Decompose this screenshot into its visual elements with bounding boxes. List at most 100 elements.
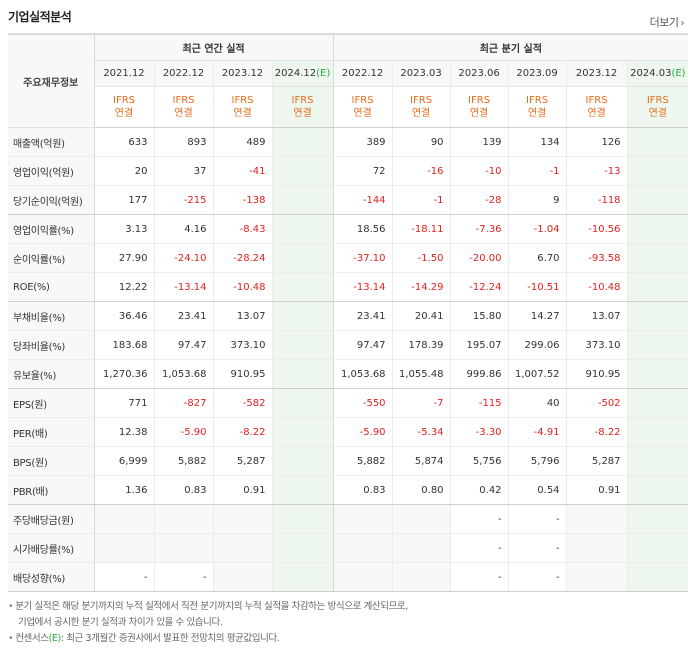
quarter-group-header: 최근 분기 실적 — [332, 33, 689, 61]
value-cell: 183.68 — [93, 330, 154, 360]
value-cell: 1,055.48 — [391, 359, 451, 389]
value-cell: -5.90 — [153, 417, 213, 447]
value-cell: 23.41 — [332, 301, 393, 331]
value-cell: 177 — [93, 185, 154, 215]
table-row: 영업이익(억원) 20 37 -41 72 -16 -10 -1 -13 — [8, 156, 689, 186]
value-cell: 13.07 — [212, 301, 272, 331]
value-cell: -13.14 — [332, 272, 393, 302]
table-row: EPS(원) 771 -827 -582 -550 -7 -115 40 -502 — [8, 388, 689, 418]
value-cell: 6.70 — [507, 243, 567, 273]
table-row: ROE(%) 12.22 -13.14 -10.48 -13.14 -14.29 -12.2… — [8, 272, 689, 302]
value-cell: -215 — [153, 185, 213, 215]
value-cell: 373.10 — [212, 330, 272, 360]
period-header: 2022.12 — [332, 60, 393, 87]
row-label: PER(배) — [8, 417, 94, 447]
value-cell — [391, 504, 451, 534]
value-cell — [626, 417, 689, 447]
value-cell: -28 — [449, 185, 509, 215]
value-cell: -8.43 — [212, 214, 272, 244]
period-header: 2023.12 — [212, 60, 272, 87]
more-link[interactable]: 더보기 › — [649, 14, 685, 30]
value-cell: -37.10 — [332, 243, 393, 273]
accounting-basis-cell: IFRS 연결 — [93, 86, 154, 128]
value-cell: -7.36 — [449, 214, 509, 244]
value-cell — [271, 185, 334, 215]
row-label: BPS(원) — [8, 446, 94, 476]
value-cell: 5,287 — [212, 446, 272, 476]
row-label: 영업이익(억원) — [8, 156, 94, 186]
period-header: 2023.12 — [565, 60, 628, 87]
value-cell — [626, 533, 689, 563]
value-cell: -10.51 — [507, 272, 567, 302]
value-cell: -1 — [391, 185, 451, 215]
value-cell — [332, 504, 393, 534]
value-cell: -3.30 — [449, 417, 509, 447]
value-cell — [153, 504, 213, 534]
value-cell: 299.06 — [507, 330, 567, 360]
table-row: BPS(원) 6,999 5,882 5,287 5,882 5,874 5,756 5,79… — [8, 446, 689, 476]
value-cell — [271, 417, 334, 447]
value-cell: -115 — [449, 388, 509, 418]
value-cell: -16 — [391, 156, 451, 186]
row-label: 당좌비율(%) — [8, 330, 94, 360]
value-cell: -12.24 — [449, 272, 509, 302]
value-cell: -118 — [565, 185, 628, 215]
value-cell — [626, 243, 689, 273]
value-cell: -5.90 — [332, 417, 393, 447]
table-row: 배당성향(%) - - - - — [8, 562, 689, 592]
value-cell — [626, 156, 689, 186]
value-cell: 0.83 — [153, 475, 213, 505]
chevron-right-icon: › — [680, 18, 685, 29]
value-cell — [626, 214, 689, 244]
value-cell: - — [449, 504, 509, 534]
value-cell: - — [449, 533, 509, 563]
accounting-basis-cell: IFRS 연결 — [565, 86, 628, 128]
value-cell: 999.86 — [449, 359, 509, 389]
value-cell — [153, 533, 213, 563]
value-cell — [271, 359, 334, 389]
table-row: 주당배당금(원) - - — [8, 504, 689, 534]
value-cell: 0.91 — [212, 475, 272, 505]
period-header: 2024.12(E) — [271, 60, 334, 87]
footnotes: • 분기 실적은 해당 분기까지의 누적 실적에서 직전 분기까지의 누적 실적을… — [8, 599, 408, 647]
value-cell: - — [507, 562, 567, 592]
value-cell: 139 — [449, 127, 509, 157]
value-cell: 134 — [507, 127, 567, 157]
value-cell — [212, 562, 272, 592]
value-cell: 1.36 — [93, 475, 154, 505]
value-cell: 389 — [332, 127, 393, 157]
value-cell: 5,756 — [449, 446, 509, 476]
more-label: 더보기 — [649, 16, 679, 29]
value-cell: 20.41 — [391, 301, 451, 331]
value-cell — [626, 301, 689, 331]
row-label: 배당성향(%) — [8, 562, 94, 592]
value-cell: 20 — [93, 156, 154, 186]
value-cell: 18.56 — [332, 214, 393, 244]
financial-summary-table: 주요재무정보 최근 연간 실적 최근 분기 실적 2021.12 2022.12 2023… — [8, 33, 689, 592]
row-header-label: 주요재무정보 — [8, 33, 94, 128]
value-cell: -14.29 — [391, 272, 451, 302]
value-cell — [271, 214, 334, 244]
value-cell — [626, 504, 689, 534]
value-cell — [626, 185, 689, 215]
value-cell: -138 — [212, 185, 272, 215]
value-cell: 72 — [332, 156, 393, 186]
value-cell — [565, 504, 628, 534]
value-cell: 0.83 — [332, 475, 393, 505]
value-cell: 6,999 — [93, 446, 154, 476]
footnote-2: • 컨센서스(E): 최근 3개월간 증권사에서 발표한 전망치의 평균값입니다. — [8, 633, 280, 644]
value-cell: 1,007.52 — [507, 359, 567, 389]
value-cell: 12.22 — [93, 272, 154, 302]
value-cell — [271, 272, 334, 302]
value-cell — [271, 127, 334, 157]
value-cell: 5,796 — [507, 446, 567, 476]
value-cell: 1,053.68 — [153, 359, 213, 389]
value-cell: -10 — [449, 156, 509, 186]
row-label: 당기순이익(억원) — [8, 185, 94, 215]
section-title: 기업실적분석 — [8, 10, 72, 24]
value-cell — [626, 127, 689, 157]
value-cell — [626, 359, 689, 389]
value-cell — [271, 562, 334, 592]
accounting-basis-cell: IFRS 연결 — [449, 86, 509, 128]
table-row: PER(배) 12.38 -5.90 -8.22 -5.90 -5.34 -3.30 -4.9… — [8, 417, 689, 447]
